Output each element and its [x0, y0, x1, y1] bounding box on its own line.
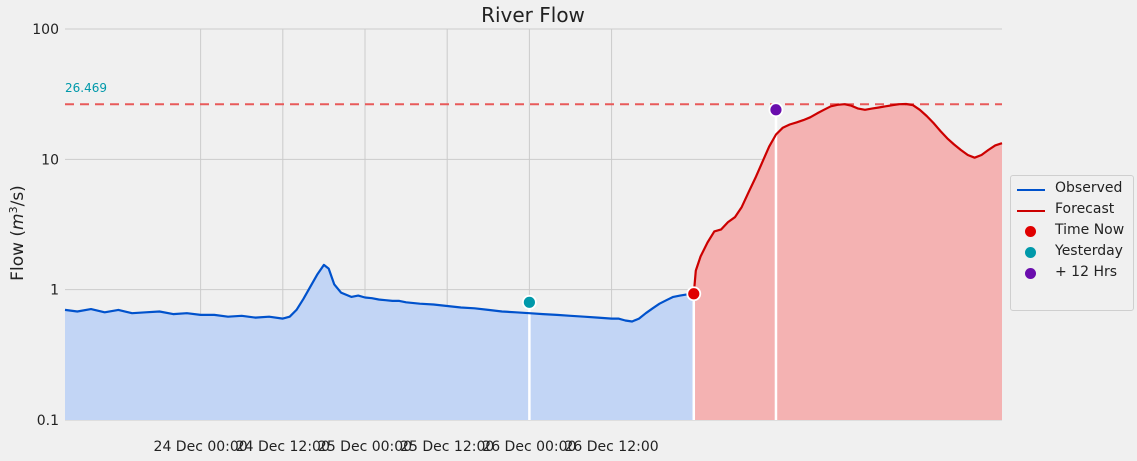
markers — [521, 102, 784, 310]
legend-label-plus-12-hrs: + 12 Hrs — [1055, 264, 1118, 280]
chart-legend: Observed Forecast Time Now Yesterday + 1… — [1010, 175, 1134, 311]
y-tick-label: 0.1 — [37, 413, 59, 429]
legend-item-forecast: Forecast — [1011, 200, 1133, 220]
marker-drop-lines — [528, 109, 778, 420]
y-tick-label: 1 — [50, 283, 59, 299]
x-tick-label: 24 Dec 00:00 — [154, 439, 248, 455]
marker-yesterday — [521, 294, 537, 310]
y-axis-label: Flow (m3/s) — [7, 185, 29, 281]
legend-label-time-now: Time Now — [1055, 222, 1125, 238]
threshold-label: 26.469 — [65, 81, 107, 95]
legend-item-observed: Observed — [1011, 179, 1133, 199]
series-lines — [64, 102, 1003, 323]
y-tick-labels: 0.1 1 10 100 — [32, 22, 59, 429]
threshold-layer: 26.469 — [65, 81, 1002, 106]
time-now-dot-swatch — [1025, 226, 1036, 237]
x-tick-label: 26 Dec 12:00 — [565, 439, 659, 455]
series-fill-observed — [65, 264, 694, 420]
x-tick-label: 24 Dec 12:00 — [236, 439, 330, 455]
chart-title: River Flow — [481, 3, 585, 27]
legend-item-time-now: Time Now — [1011, 221, 1133, 241]
legend-item-yesterday: Yesterday — [1011, 242, 1133, 262]
forecast-line-swatch — [1017, 210, 1045, 212]
marker-time-now — [686, 286, 702, 302]
yesterday-dot-swatch — [1025, 247, 1036, 258]
observed-line-swatch — [1017, 189, 1045, 191]
series-fills — [65, 104, 1002, 420]
legend-item-plus-12-hrs: + 12 Hrs — [1011, 263, 1133, 283]
series-fill-forecast — [693, 104, 1002, 420]
x-tick-label: 25 Dec 00:00 — [318, 439, 412, 455]
y-tick-label: 10 — [41, 152, 59, 168]
plus-12-hrs-dot-swatch — [1025, 268, 1036, 279]
x-tick-label: 26 Dec 00:00 — [482, 439, 576, 455]
series-line-observed — [64, 263, 694, 323]
legend-label-observed: Observed — [1055, 180, 1123, 196]
x-tick-label: 25 Dec 12:00 — [400, 439, 494, 455]
marker-12-hrs — [768, 102, 784, 118]
series-line-forecast — [692, 102, 1003, 294]
y-tick-label: 100 — [32, 22, 59, 38]
legend-label-yesterday: Yesterday — [1055, 243, 1123, 259]
legend-label-forecast: Forecast — [1055, 201, 1115, 217]
